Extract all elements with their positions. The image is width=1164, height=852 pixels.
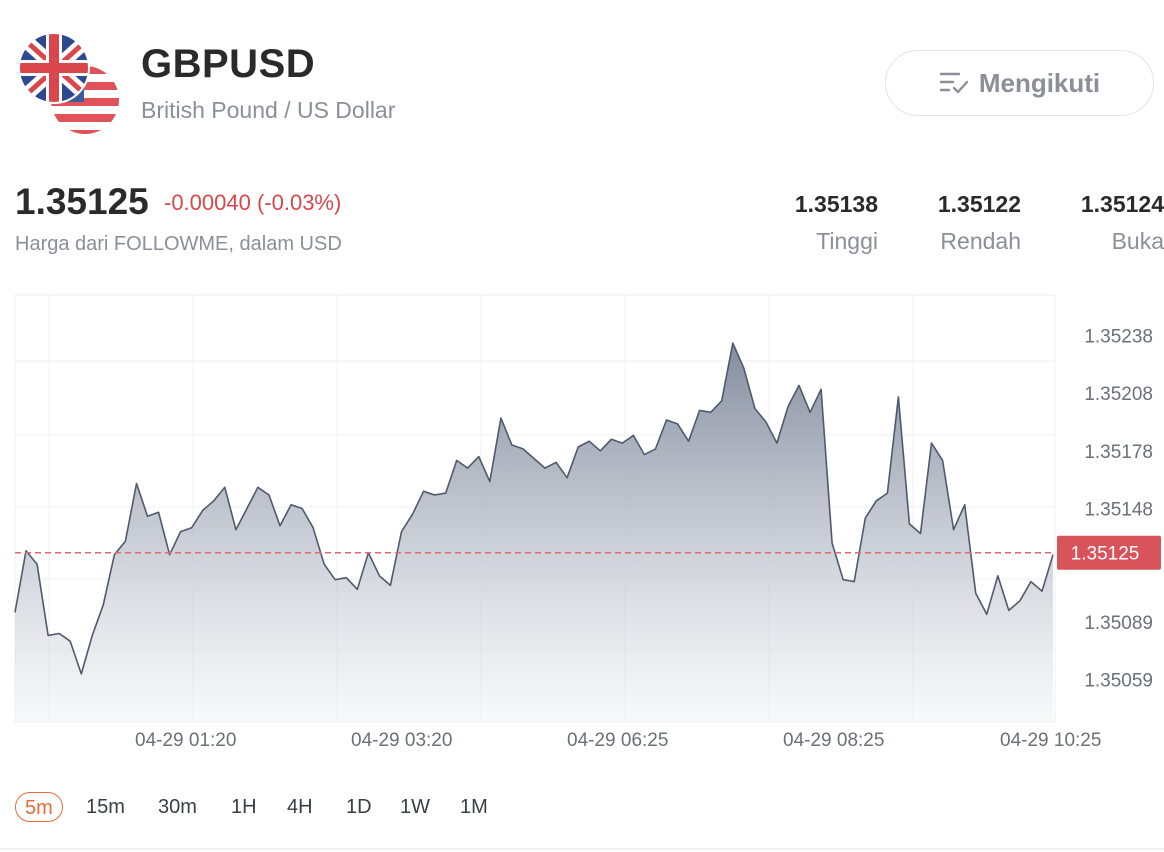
stat-low: 1.35122 Rendah bbox=[938, 191, 1021, 255]
stat-high-value: 1.35138 bbox=[794, 191, 878, 217]
stat-open-value: 1.35124 bbox=[1080, 191, 1164, 217]
symbol-name: British Pound / US Dollar bbox=[141, 97, 396, 123]
timeframe-30m[interactable]: 30m bbox=[158, 796, 197, 818]
stat-open-label: Buka bbox=[1111, 228, 1164, 254]
x-tick-label: 04-29 03:20 bbox=[351, 730, 453, 751]
price-line bbox=[14, 342, 1054, 675]
y-tick-label: 1.35089 bbox=[1084, 613, 1153, 634]
price-source-note: Harga dari FOLLOWME, dalam USD bbox=[15, 233, 342, 255]
timeframe-1d[interactable]: 1D bbox=[346, 796, 372, 818]
timeframe-5m[interactable]: 5m bbox=[15, 792, 63, 822]
y-tick-label: 1.35148 bbox=[1084, 500, 1153, 521]
timeframe-1m[interactable]: 1M bbox=[460, 796, 488, 818]
follow-list-icon bbox=[939, 72, 969, 94]
timeframe-1w[interactable]: 1W bbox=[400, 796, 430, 818]
timeframe-4h[interactable]: 4H bbox=[287, 796, 313, 818]
current-price: 1.35125 bbox=[15, 181, 149, 222]
y-tick-label: 1.35178 bbox=[1084, 442, 1153, 463]
stat-high: 1.35138 Tinggi bbox=[795, 191, 878, 255]
currency-pair-flags bbox=[16, 32, 122, 136]
symbol-title: GBPUSD bbox=[141, 42, 316, 86]
stat-high-label: Tinggi bbox=[816, 228, 878, 254]
current-price-tag: 1.35125 bbox=[1057, 535, 1161, 570]
x-tick-label: 04-29 10:25 bbox=[1000, 730, 1102, 751]
current-price-tag-label: 1.35125 bbox=[1071, 544, 1140, 565]
x-tick-label: 04-29 08:25 bbox=[783, 730, 885, 751]
price-area bbox=[15, 343, 1053, 722]
stat-low-value: 1.35122 bbox=[937, 191, 1021, 217]
x-tick-label: 04-29 01:20 bbox=[135, 730, 237, 751]
timeframe-1h[interactable]: 1H bbox=[231, 796, 257, 818]
x-tick-label: 04-29 06:25 bbox=[567, 730, 669, 751]
follow-label: Mengikuti bbox=[978, 67, 1101, 98]
timeframe-15m[interactable]: 15m bbox=[86, 796, 125, 818]
y-tick-label: 1.35208 bbox=[1084, 384, 1153, 405]
flag-icons bbox=[18, 32, 119, 134]
stat-open: 1.35124 Buka bbox=[1081, 191, 1164, 255]
price-chart[interactable]: 1.35238 1.35208 1.35178 1.35148 1.35089 1.350… bbox=[0, 290, 1164, 760]
bottom-divider bbox=[0, 848, 1164, 850]
price-change: -0.00040 (-0.03%) bbox=[164, 190, 342, 215]
y-axis-labels: 1.35238 1.35208 1.35178 1.35148 1.35089 1.350… bbox=[1084, 326, 1153, 691]
follow-button[interactable]: Mengikuti bbox=[885, 50, 1154, 116]
stat-low-label: Rendah bbox=[940, 228, 1021, 254]
y-tick-label: 1.35059 bbox=[1084, 671, 1153, 692]
y-tick-label: 1.35238 bbox=[1084, 326, 1153, 347]
